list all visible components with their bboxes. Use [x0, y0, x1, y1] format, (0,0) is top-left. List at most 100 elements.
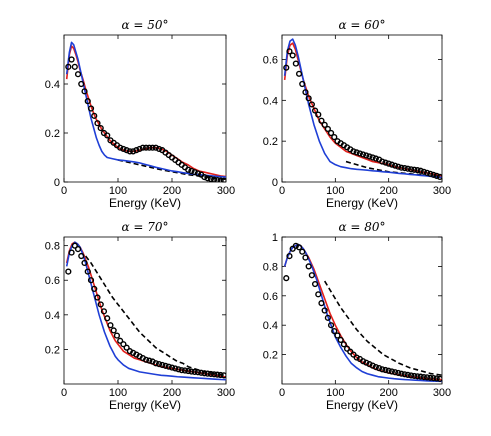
- y-tick-label: 0: [272, 177, 278, 189]
- y-tick-label: 0.2: [45, 128, 60, 140]
- data-point: [292, 60, 299, 67]
- data-point: [191, 169, 198, 176]
- panel-3: α = 70° 0 100 200 300 0.2 0.4 0.6 0.8 Energy (KeV…: [45, 220, 235, 412]
- series-group: [65, 241, 226, 381]
- data-point: [87, 277, 95, 284]
- y-tick-label: 0.8: [45, 241, 60, 253]
- y-tick-label: 0.6: [263, 55, 278, 67]
- data-point: [299, 80, 306, 88]
- data-point: [420, 373, 427, 381]
- data-point: [353, 149, 360, 156]
- data-point: [155, 145, 163, 153]
- x-axis-label: Energy (KeV): [109, 398, 181, 412]
- y-tick-label: 0.6: [45, 275, 60, 287]
- data-point: [324, 125, 331, 133]
- data-point: [388, 161, 395, 168]
- data-point: [411, 166, 418, 173]
- data-point: [68, 249, 75, 256]
- data-point: [311, 280, 319, 288]
- data-point: [430, 171, 437, 178]
- data-point: [81, 259, 88, 267]
- data-point: [113, 332, 121, 339]
- data-point: [65, 63, 72, 70]
- data-point: [165, 363, 172, 370]
- data-point: [331, 327, 338, 335]
- x-tick-label: 100: [326, 387, 344, 399]
- data-point: [417, 167, 424, 174]
- data-point: [123, 344, 130, 351]
- x-tick-label: 200: [379, 387, 397, 399]
- data-point: [398, 164, 405, 171]
- plot-area: [281, 34, 443, 183]
- data-point: [427, 170, 434, 177]
- data-point: [65, 268, 72, 275]
- data-point: [220, 177, 226, 182]
- x-axis-label: Energy (KeV): [326, 398, 398, 412]
- data-point: [220, 372, 226, 379]
- data-point: [188, 368, 195, 375]
- data-point: [327, 129, 335, 137]
- data-point: [117, 144, 124, 151]
- data-point: [168, 364, 176, 371]
- series-group: [283, 38, 442, 180]
- data-point: [363, 359, 370, 366]
- data-point: [417, 373, 424, 380]
- data-point: [318, 300, 325, 307]
- data-point: [91, 112, 98, 119]
- data-point: [414, 167, 421, 174]
- data-point: [68, 56, 75, 63]
- y-tick-label: 0.2: [263, 350, 278, 362]
- dashed-series-line: [117, 159, 226, 181]
- y-tick-label: 0.4: [45, 79, 60, 91]
- data-point: [74, 246, 82, 253]
- x-axis-label: Energy (KeV): [109, 196, 181, 210]
- data-point: [133, 147, 140, 154]
- data-point: [353, 354, 360, 361]
- y-tick-label: 0.4: [45, 310, 60, 322]
- y-tick-label: 0.2: [263, 136, 278, 148]
- data-point: [194, 170, 202, 177]
- data-point: [420, 168, 427, 175]
- x-tick-label: 300: [433, 387, 451, 399]
- data-point: [379, 366, 386, 373]
- data-point: [372, 363, 379, 371]
- data-point: [194, 369, 202, 376]
- data-point: [337, 336, 344, 344]
- data-point: [391, 369, 399, 376]
- x-tick-label: 300: [433, 185, 451, 197]
- data-point: [104, 132, 111, 139]
- data-point: [369, 154, 376, 161]
- data-point: [181, 367, 189, 374]
- panel-title: α = 70°: [121, 220, 168, 234]
- plot-area: [63, 34, 227, 183]
- data-point: [315, 291, 322, 298]
- data-point: [139, 144, 146, 151]
- data-point: [401, 165, 408, 172]
- data-point: [395, 369, 402, 377]
- data-point: [172, 365, 179, 372]
- data-point: [299, 248, 306, 255]
- data-point: [363, 152, 370, 159]
- data-point: [214, 176, 221, 182]
- data-point: [375, 365, 383, 372]
- data-point: [198, 369, 205, 376]
- data-point: [94, 294, 101, 301]
- data-point: [404, 165, 411, 172]
- data-point: [305, 95, 312, 102]
- data-point: [178, 367, 185, 374]
- data-point: [71, 63, 78, 70]
- data-point: [382, 366, 389, 374]
- data-point: [289, 52, 296, 59]
- x-axis-label: Energy (KeV): [326, 196, 398, 210]
- y-tick-label: 0.4: [263, 95, 278, 107]
- data-point: [142, 356, 150, 363]
- data-point: [350, 148, 357, 155]
- data-point: [372, 155, 379, 162]
- data-point: [292, 242, 299, 249]
- data-point: [204, 175, 211, 182]
- data-point: [407, 372, 415, 379]
- x-tick-label: 300: [217, 387, 235, 399]
- data-point: [308, 272, 315, 279]
- data-point: [430, 375, 437, 382]
- data-point: [217, 177, 224, 182]
